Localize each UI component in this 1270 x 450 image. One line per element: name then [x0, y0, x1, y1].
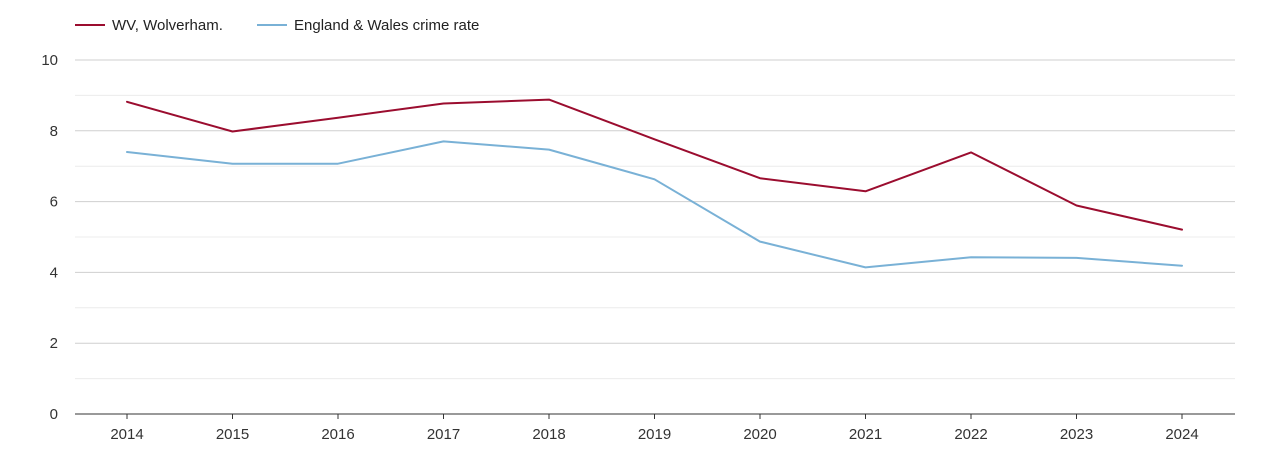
- grid: [75, 59, 1235, 380]
- x-tick-label: 2020: [743, 426, 776, 443]
- x-tick-label: 2023: [1060, 426, 1093, 443]
- data-point[interactable]: [125, 150, 130, 155]
- data-point[interactable]: [969, 255, 974, 260]
- x-tick-label: 2015: [216, 426, 249, 443]
- axes: 0 2 4 6 8 10 2014 2015 2016 2017 2018 2019 2020 2021 2…: [41, 52, 1235, 443]
- y-tick-label: 10: [41, 52, 58, 69]
- data-point[interactable]: [230, 161, 235, 166]
- y-tick-label: 2: [50, 335, 58, 352]
- x-tick-label: 2021: [849, 426, 882, 443]
- data-point[interactable]: [336, 161, 341, 166]
- data-point[interactable]: [758, 239, 763, 244]
- data-point[interactable]: [1074, 255, 1079, 260]
- y-tick-label: 0: [50, 406, 58, 423]
- y-tick-label: 4: [50, 264, 58, 281]
- x-tick-label: 2024: [1165, 426, 1198, 443]
- legend-item-1[interactable]: England & Wales crime rate: [257, 17, 479, 34]
- data-point[interactable]: [125, 99, 130, 104]
- x-tick-label: 2016: [321, 426, 354, 443]
- legend-item-0[interactable]: WV, Wolverham.: [75, 17, 223, 34]
- data-point[interactable]: [863, 265, 868, 270]
- data-point[interactable]: [230, 129, 235, 134]
- data-point[interactable]: [1180, 263, 1185, 268]
- x-tick-label: 2017: [427, 426, 460, 443]
- series: [125, 97, 1185, 270]
- x-tick-label: 2018: [532, 426, 565, 443]
- data-point[interactable]: [441, 101, 446, 106]
- series-line: [126, 98, 1183, 231]
- data-point[interactable]: [863, 189, 868, 194]
- legend-label: England & Wales crime rate: [294, 17, 479, 34]
- data-point[interactable]: [652, 137, 657, 142]
- data-point[interactable]: [652, 177, 657, 182]
- series-0: [125, 97, 1185, 232]
- y-tick-label: 8: [50, 123, 58, 140]
- data-point[interactable]: [547, 97, 552, 102]
- data-point[interactable]: [969, 150, 974, 155]
- legend: WV, Wolverham. England & Wales crime rate: [75, 17, 479, 34]
- data-point[interactable]: [547, 147, 552, 152]
- data-point[interactable]: [441, 139, 446, 144]
- x-tick-label: 2022: [954, 426, 987, 443]
- series-1: [125, 139, 1185, 270]
- legend-label: WV, Wolverham.: [112, 17, 223, 34]
- x-tick-label: 2019: [638, 426, 671, 443]
- data-point[interactable]: [336, 115, 341, 120]
- y-tick-label: 6: [50, 194, 58, 211]
- x-tick-label: 2014: [110, 426, 143, 443]
- data-point[interactable]: [1180, 227, 1185, 232]
- series-line: [126, 140, 1183, 269]
- data-point[interactable]: [758, 176, 763, 181]
- data-point[interactable]: [1074, 203, 1079, 208]
